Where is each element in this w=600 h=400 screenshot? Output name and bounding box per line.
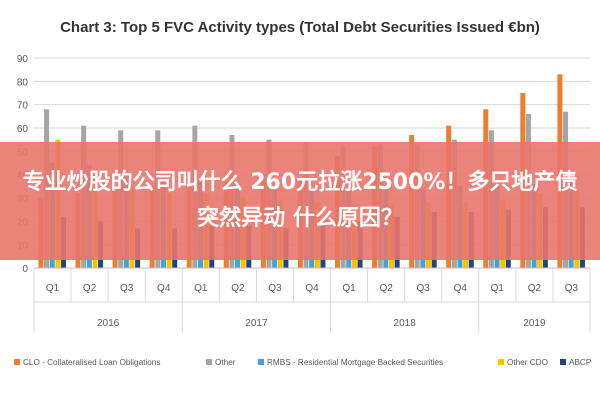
y-tick-label: 70 [17,101,29,112]
legend-swatch [206,359,212,365]
legend-label: Other CDO [507,358,548,367]
x-tick-label: Q1 [194,283,208,294]
headline-banner[interactable]: 专业炒股的公司叫什么 260元拉涨2500%！多只地产债突然异动 什么原因？ [0,142,600,260]
x-tick-label: Q1 [491,283,505,294]
chart-title: Chart 3: Top 5 FVC Activity types (Total… [60,19,540,36]
year-label: 2017 [245,318,268,329]
x-tick-label: Q3 [268,283,282,294]
year-label: 2019 [523,318,546,329]
legend-label: CLO - Collateralised Loan Obligations [23,358,160,367]
legend-label: RMBS - Residential Mortgage Backed Secur… [267,358,443,367]
legend-label: ABCP [569,358,592,367]
x-tick-label: Q3 [417,283,431,294]
y-tick-label: 90 [17,54,29,65]
x-tick-label: Q2 [528,283,542,294]
x-tick-label: Q3 [120,283,134,294]
legend: CLO - Collateralised Loan Obligations Oth… [14,358,592,367]
x-tick-label: Q2 [231,283,245,294]
x-tick-label: Q1 [342,283,356,294]
legend-swatch [498,359,504,365]
x-tick-label: Q4 [305,283,319,294]
legend-label: Other [215,358,236,367]
x-tick-label: Q2 [379,283,393,294]
x-tick-label: Q4 [454,283,468,294]
y-tick-label: 60 [17,124,29,135]
x-tick-label: Q1 [46,283,60,294]
x-axis: Q1 Q2 Q3 Q4 Q1 Q2 Q3 Q4 Q1 Q2 Q3 Q4 Q1 Q2 Q3 2016 2017 20… [33,267,591,332]
year-label: 2016 [97,318,120,329]
year-label: 2018 [394,318,417,329]
x-tick-label: Q3 [565,283,579,294]
x-tick-label: Q4 [157,283,171,294]
y-tick-label: 0 [22,264,28,275]
headline-text[interactable]: 专业炒股的公司叫什么 260元拉涨2500%！多只地产债突然异动 什么原因？ [22,170,578,231]
legend-swatch [258,359,264,365]
y-tick-label: 80 [17,77,29,88]
legend-swatch [560,359,566,365]
legend-swatch [14,359,20,365]
x-tick-label: Q2 [83,283,97,294]
